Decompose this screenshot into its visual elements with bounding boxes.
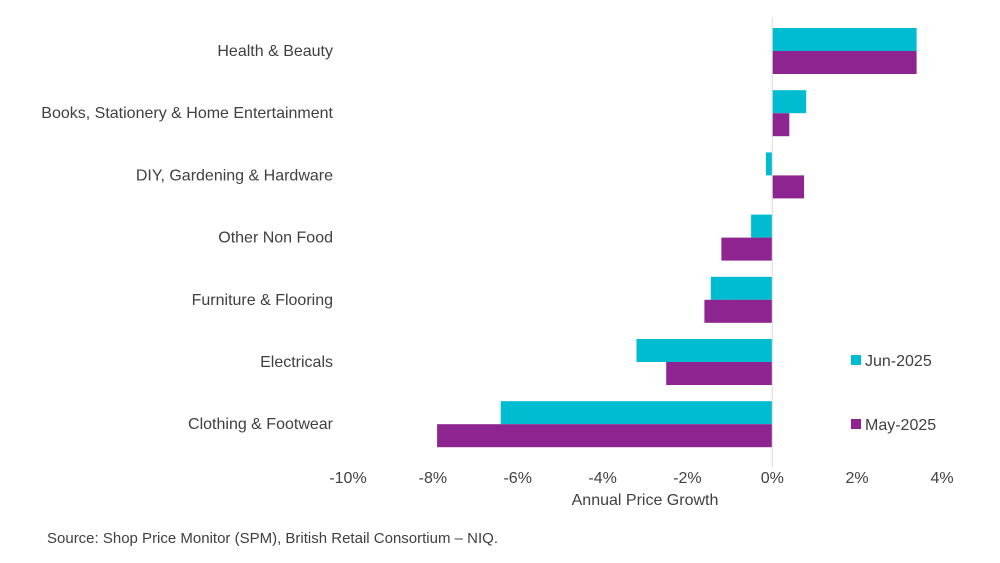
x-axis-label: Annual Price Growth bbox=[572, 492, 719, 509]
x-tick-label: 2% bbox=[846, 470, 869, 487]
bar-may-2025-1 bbox=[772, 113, 790, 137]
x-tick-label: -2% bbox=[673, 470, 701, 487]
bar-jun-2025-5 bbox=[636, 339, 773, 362]
legend-swatch-jun-2025 bbox=[851, 355, 861, 365]
bar-jun-2025-6 bbox=[500, 401, 773, 425]
bar-may-2025-5 bbox=[666, 362, 773, 385]
x-tick-label: -10% bbox=[329, 470, 366, 487]
x-tick-label: 4% bbox=[930, 470, 953, 487]
x-tick-labels: -10% -8% -6% -4% -2% 0% 2% 4% bbox=[329, 470, 953, 487]
x-tick-label: 0% bbox=[761, 470, 784, 487]
bar-may-2025-0 bbox=[772, 51, 917, 74]
category-label: Electricals bbox=[260, 354, 333, 371]
x-tick-label: -8% bbox=[419, 470, 447, 487]
legend-label-may-2025: May-2025 bbox=[865, 417, 936, 434]
bar-may-2025-6 bbox=[437, 424, 773, 448]
bar-may-2025-2 bbox=[772, 175, 805, 199]
bar-jun-2025-3 bbox=[751, 214, 773, 238]
legend: Jun-2025 May-2025 bbox=[851, 353, 936, 434]
bars-layer bbox=[437, 28, 917, 448]
category-label: DIY, Gardening & Hardware bbox=[136, 167, 333, 184]
legend-label-jun-2025: Jun-2025 bbox=[865, 353, 932, 370]
x-tick-label: -4% bbox=[588, 470, 616, 487]
bar-jun-2025-4 bbox=[710, 276, 773, 300]
legend-swatch-may-2025 bbox=[851, 419, 861, 429]
bar-may-2025-3 bbox=[721, 237, 773, 261]
bar-jun-2025-2 bbox=[765, 152, 773, 176]
category-label: Clothing & Footwear bbox=[188, 416, 334, 433]
category-label: Books, Stationery & Home Entertainment bbox=[41, 105, 333, 122]
source-note: Source: Shop Price Monitor (SPM), Britis… bbox=[47, 530, 498, 547]
x-tick-label: -6% bbox=[503, 470, 531, 487]
category-label: Health & Beauty bbox=[217, 43, 333, 60]
bar-jun-2025-0 bbox=[772, 28, 917, 51]
bar-may-2025-4 bbox=[704, 299, 773, 323]
bar-jun-2025-1 bbox=[772, 90, 807, 114]
category-labels: Health & Beauty Books, Stationery & Home … bbox=[41, 43, 333, 433]
category-label: Furniture & Flooring bbox=[192, 292, 333, 309]
category-label: Other Non Food bbox=[218, 230, 333, 247]
